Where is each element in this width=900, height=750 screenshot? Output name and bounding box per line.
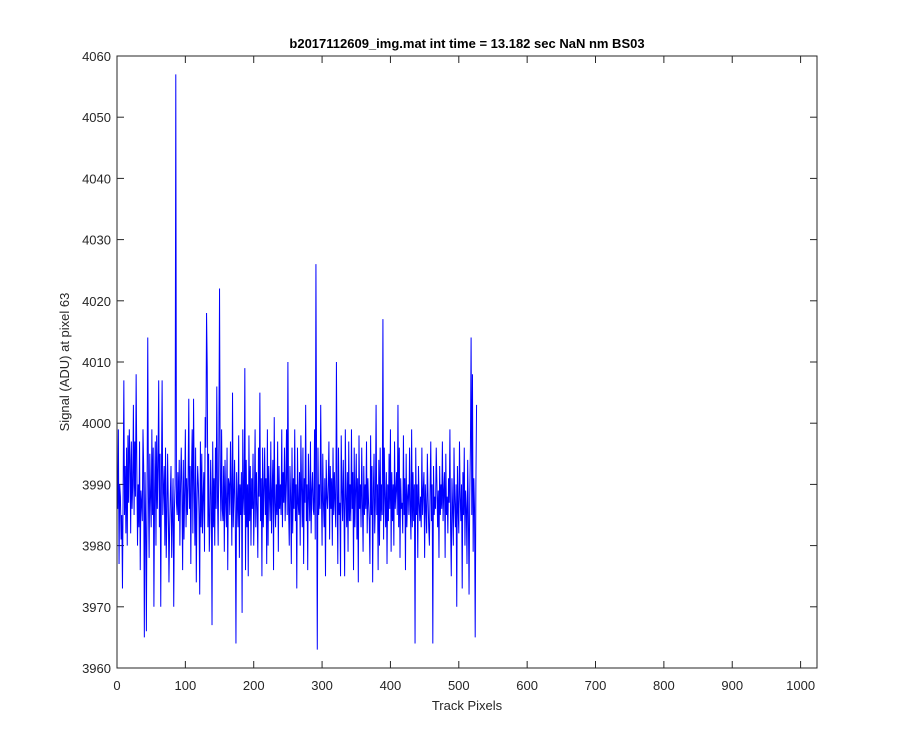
y-axis: 3960 3970 3980 3990 4000 4010 4020 4030 4040 4050… xyxy=(82,49,817,676)
series-line xyxy=(117,74,478,650)
x-tick-label: 800 xyxy=(653,678,675,693)
y-tick-label: 3970 xyxy=(82,600,111,615)
y-tick-label: 4020 xyxy=(82,294,111,309)
y-tick-label: 3990 xyxy=(82,477,111,492)
x-tick-label: 700 xyxy=(585,678,607,693)
x-tick-label: 200 xyxy=(243,678,265,693)
y-tick-label: 3960 xyxy=(82,661,111,676)
y-tick-label: 4050 xyxy=(82,110,111,125)
plot-frame xyxy=(116,55,818,669)
x-tick-label: 0 xyxy=(113,678,120,693)
x-tick-label: 100 xyxy=(175,678,197,693)
x-tick-label: 300 xyxy=(311,678,333,693)
y-tick-label: 4010 xyxy=(82,355,111,370)
y-tick-label: 4030 xyxy=(82,233,111,248)
y-axis-label: Signal (ADU) at pixel 63 xyxy=(57,293,72,432)
x-tick-label: 600 xyxy=(516,678,538,693)
x-tick-label: 500 xyxy=(448,678,470,693)
y-tick-label: 4040 xyxy=(82,171,111,186)
chart-title: b2017112609_img.mat int time = 13.182 se… xyxy=(289,36,644,51)
x-tick-label: 400 xyxy=(380,678,402,693)
x-axis-label: Track Pixels xyxy=(432,698,503,713)
y-tick-label: 3980 xyxy=(82,539,111,554)
y-tick-label: 4000 xyxy=(82,416,111,431)
x-tick-label: 900 xyxy=(721,678,743,693)
x-tick-label: 1000 xyxy=(786,678,815,693)
plot-area-background xyxy=(117,56,817,668)
x-axis: 0 100 200 300 400 500 600 700 800 900 1000 xyxy=(113,56,815,693)
y-tick-label: 4060 xyxy=(82,49,111,64)
